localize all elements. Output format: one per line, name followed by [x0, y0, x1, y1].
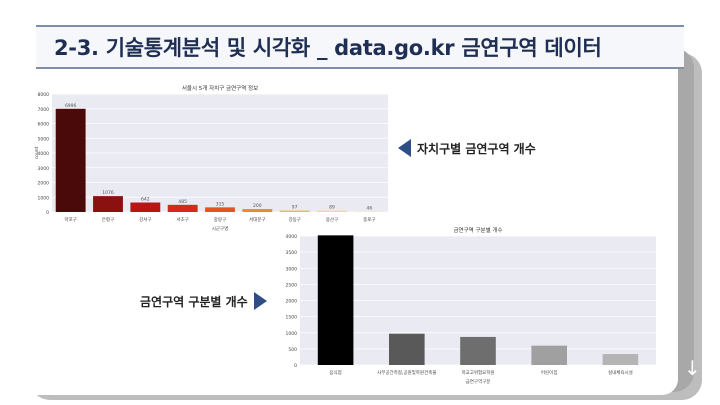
y-tick-label: 5000 [38, 136, 50, 142]
bar [460, 336, 496, 365]
y-tick-label: 0 [46, 210, 49, 216]
bar [531, 345, 567, 365]
y-tick-label: 8000 [38, 92, 50, 98]
data-label: 97 [292, 205, 298, 211]
x-tick-label: 서대문구 [249, 216, 266, 223]
x-tick-label: 서초구 [176, 216, 188, 223]
bar [279, 210, 310, 212]
scroll-down-icon[interactable]: ↓ [684, 356, 701, 380]
bar [167, 204, 198, 212]
chart-title: 금연구역 구분별 개수 [453, 226, 502, 234]
y-tick-label: 3500 [286, 250, 298, 256]
y-tick-label: 0 [294, 363, 297, 369]
bar [602, 354, 639, 365]
arrow-right-icon [253, 292, 267, 310]
data-label: 200 [253, 203, 262, 209]
y-tick-label: 1000 [38, 195, 50, 201]
district-bar-chart-svg: 0 1000 2000 3000 4000 5000 6000 7000 8000 6996 마포구… [34, 84, 388, 232]
y-axis-label: count [34, 146, 40, 159]
bar [354, 211, 385, 212]
y-tick-label: 500 [288, 347, 297, 353]
x-tick-label: 은평구 [102, 216, 114, 223]
bar [389, 333, 425, 365]
x-tick-label: 강서구 [139, 216, 151, 223]
data-label: 642 [141, 197, 150, 203]
x-tick-label: 음식점 [329, 369, 341, 376]
x-axis-label: 시군구명 [212, 225, 229, 232]
x-tick-label: 중랑구 [214, 216, 226, 223]
x-axis-label: 금연구역구분 [466, 378, 491, 385]
y-tick-label: 4000 [38, 151, 50, 157]
x-tick-label: 어린이집 [541, 369, 558, 376]
y-tick-label: 3000 [38, 166, 50, 172]
x-tick-label: 용산구 [326, 216, 338, 223]
y-tick-label: 7000 [38, 107, 50, 113]
bar [317, 210, 347, 212]
data-label: 6996 [65, 103, 77, 109]
title-bar: 2-3. 기술통계분석 및 시각화 _ data.go.kr 금연구역 데이터 [36, 25, 684, 69]
x-tick-label: 학교고위험요학원 [461, 369, 494, 376]
y-tick-label: 6000 [38, 122, 50, 128]
callout-district-label: 자치구별 금연구역 개수 [417, 141, 536, 156]
bar [242, 209, 273, 212]
y-tick-label: 1500 [286, 315, 298, 321]
y-tick-label: 2500 [286, 282, 298, 288]
slide-title: 2-3. 기술통계분석 및 시각화 _ data.go.kr 금연구역 데이터 [54, 36, 602, 60]
type-bar-chart-svg: 0 500 1000 1500 2000 2500 3000 3500 4000 음식점 사무공간측… [286, 226, 656, 385]
y-tick-label: 2000 [286, 299, 298, 305]
x-tick-label: 강동구 [288, 216, 300, 223]
arrow-left-icon [398, 139, 411, 157]
bar [317, 235, 354, 365]
chart-title: 서울시 5개 자치구 금연구역 정보 [182, 84, 258, 92]
x-tick-label: 종로구 [363, 217, 375, 223]
data-label: 89 [329, 205, 335, 211]
bar [130, 202, 161, 212]
data-label: 485 [178, 199, 187, 205]
x-tick-label: 사무공간측협,공원및학원건축물 [377, 369, 436, 376]
x-tick-label: 실내체육시설 [608, 369, 633, 376]
y-tick-label: 3000 [286, 266, 298, 272]
type-bar-chart: 0 500 1000 1500 2000 2500 3000 3500 4000 음식점 사무공간측… [270, 222, 660, 387]
data-label: 1076 [102, 190, 114, 196]
y-tick-label: 4000 [286, 234, 298, 240]
y-tick-label: 2000 [38, 181, 50, 187]
bar [55, 108, 86, 212]
bar [93, 196, 123, 212]
callout-type-label: 금연구역 구분별 개수 [140, 294, 248, 309]
data-label: 46 [366, 205, 372, 211]
y-tick-label: 1000 [286, 331, 298, 337]
bar [205, 207, 235, 212]
district-bar-chart: 0 1000 2000 3000 4000 5000 6000 7000 8000 6996 마포구… [30, 80, 390, 235]
callout-district: 자치구별 금연구역 개수 [398, 139, 536, 157]
data-label: 315 [216, 201, 225, 207]
x-tick-label: 마포구 [64, 216, 76, 223]
callout-type: 금연구역 구분별 개수 [140, 292, 267, 310]
